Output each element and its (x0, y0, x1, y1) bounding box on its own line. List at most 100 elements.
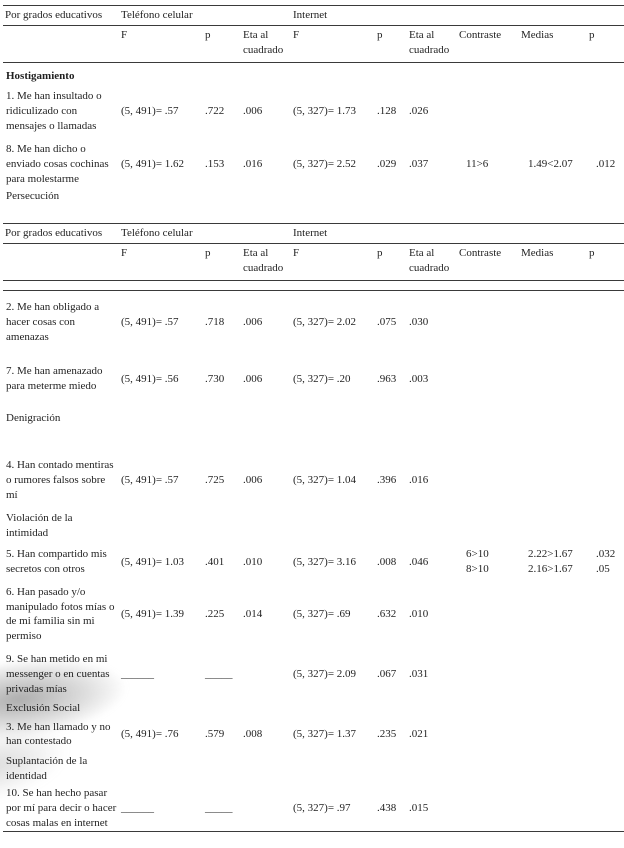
cell: .438 (377, 801, 397, 814)
cell: .014 (243, 608, 263, 621)
cell: .725 (205, 473, 225, 486)
header-p: p (203, 243, 241, 281)
header-group-internet: Internet (291, 223, 457, 245)
cell (119, 752, 203, 785)
cell (241, 62, 291, 85)
cell (241, 507, 291, 543)
cell (587, 581, 624, 648)
cell: .225 (205, 608, 225, 621)
cell (519, 507, 587, 543)
section-label: Suplantación de la identidad (6, 755, 88, 783)
header-group-empty (457, 223, 624, 245)
cell (241, 785, 291, 832)
header-p: p (375, 25, 407, 63)
header-group-empty (457, 5, 624, 26)
cell (291, 188, 375, 207)
cell: (5, 491)= .57 (121, 473, 179, 486)
cell: .032 .05 (596, 548, 616, 575)
item-label: 3. Me han llamado y no han contestado (6, 720, 111, 748)
cell (587, 355, 624, 403)
cell: .037 (409, 157, 429, 170)
header-eta-al-cuadrado: Eta al cuadrado (241, 25, 291, 63)
header-contraste: Contraste (457, 25, 519, 63)
cell (241, 403, 291, 453)
cell (519, 403, 587, 453)
cell (241, 700, 291, 717)
cell: (5, 327)= 1.73 (293, 105, 357, 118)
section-label: Denigración (6, 412, 61, 425)
cell (457, 752, 519, 785)
cell (457, 290, 519, 355)
cell: .730 (205, 372, 225, 385)
cell (519, 355, 587, 403)
header-eta-al-cuadrado: Eta al cuadrado (407, 243, 457, 281)
header-medias: Medias (519, 243, 587, 281)
cell (587, 188, 624, 207)
cell (119, 700, 203, 717)
cell (587, 290, 624, 355)
cell (291, 752, 375, 785)
cell (519, 453, 587, 508)
cell: (5, 327)= 3.16 (293, 555, 357, 568)
cell (457, 648, 519, 700)
cell (203, 700, 241, 717)
cell: .008 (243, 727, 263, 740)
cell (457, 85, 519, 138)
cell (587, 403, 624, 453)
cell: 11>6 (466, 157, 489, 170)
header-empty-cell (3, 243, 119, 281)
cell (519, 290, 587, 355)
cell: 1.49<2.07 (528, 157, 573, 170)
cell (519, 648, 587, 700)
cell (457, 403, 519, 453)
cell (587, 453, 624, 508)
cell (203, 62, 241, 85)
cell (519, 717, 587, 753)
cell (457, 507, 519, 543)
cell: .021 (409, 727, 429, 740)
cell: .015 (409, 801, 429, 814)
cell: (5, 491)= .56 (121, 372, 179, 385)
cell: (5, 491)= .57 (121, 315, 179, 328)
cell (291, 403, 375, 453)
cell: (5, 327)= 2.52 (293, 157, 357, 170)
cell: _____ (205, 801, 233, 814)
section-row: Denigración (3, 403, 624, 453)
cell: .006 (243, 315, 263, 328)
item-row: 6. Han pasado y/o manipulado fotos mías … (3, 581, 624, 648)
header-row-label: Por grados educativos (3, 223, 119, 245)
section-label: Hostigamiento (6, 69, 75, 82)
cell: (5, 491)= .57 (121, 105, 179, 118)
header-p: p (203, 25, 241, 63)
header-eta-al-cuadrado: Eta al cuadrado (407, 25, 457, 63)
section-row: Persecución (3, 188, 624, 207)
cell: .012 (596, 157, 616, 170)
cell (587, 700, 624, 717)
section-label: Exclusión Social (6, 701, 81, 714)
item-label: 6. Han pasado y/o manipulado fotos mías … (6, 585, 115, 643)
cell: .722 (205, 105, 225, 118)
cell (291, 507, 375, 543)
cell (457, 785, 519, 832)
item-row: 8. Me han dicho o enviado cosas cochinas… (3, 138, 624, 189)
cell: .718 (205, 315, 225, 328)
item-label: 7. Me han amenazado para meterme miedo (6, 365, 103, 393)
header-eta-al-cuadrado: Eta al cuadrado (241, 243, 291, 281)
cell (375, 188, 407, 207)
cell (407, 62, 457, 85)
cell: .016 (243, 157, 263, 170)
cell (375, 507, 407, 543)
section-row: Violación de la intimidad (3, 507, 624, 543)
cell (407, 700, 457, 717)
item-label: 2. Me han obligado a hacer cosas con ame… (6, 300, 100, 343)
cell: .006 (243, 372, 263, 385)
cell: .031 (409, 668, 429, 680)
cell (119, 507, 203, 543)
cell: .006 (243, 105, 263, 118)
header-group-row: Por grados educativos Teléfono celular Int… (3, 5, 624, 26)
cell (587, 85, 624, 138)
cell (375, 700, 407, 717)
cell: .632 (377, 608, 397, 621)
cell: (5, 327)= .69 (293, 608, 351, 621)
